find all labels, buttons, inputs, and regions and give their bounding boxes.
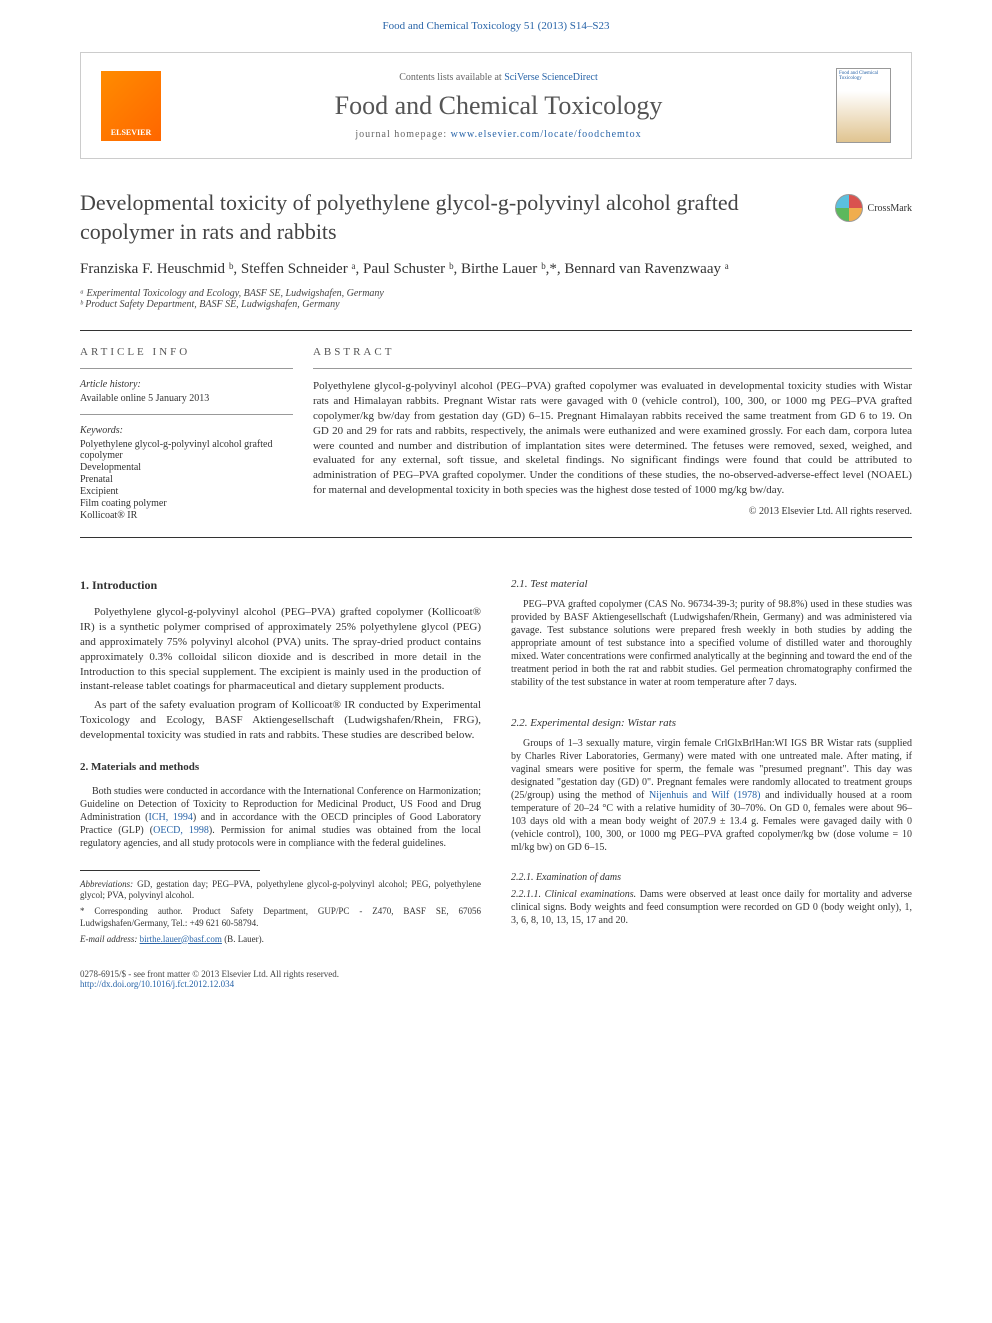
crossmark-badge[interactable]: CrossMark: [835, 194, 912, 222]
email-link[interactable]: birthe.lauer@basf.com: [140, 934, 222, 944]
footnote-email: E-mail address: birthe.lauer@basf.com (B…: [80, 934, 481, 946]
running-header: Food and Chemical Toxicology 51 (2013) S…: [0, 0, 992, 42]
affiliations: ᵃ Experimental Toxicology and Ecology, B…: [80, 288, 912, 310]
methods-para-1: Both studies were conducted in accordanc…: [80, 785, 481, 850]
abstract-heading: ABSTRACT: [313, 346, 912, 358]
banner-center: Contents lists available at SciVerse Sci…: [181, 72, 816, 140]
keyword: Kollicoat® IR: [80, 510, 293, 521]
article-title: Developmental toxicity of polyethylene g…: [80, 189, 912, 246]
keyword: Polyethylene glycol-g-polyvinyl alcohol …: [80, 439, 293, 461]
right-column: 2.1. Test material PEG–PVA grafted copol…: [511, 578, 912, 949]
section-1-title: 1. Introduction: [80, 578, 481, 593]
keyword: Prenatal: [80, 474, 293, 485]
authors: Franziska F. Heuschmid ᵇ, Steffen Schnei…: [80, 261, 912, 278]
intro-para-2: As part of the safety evaluation program…: [80, 698, 481, 743]
footnote-corresponding: * Corresponding author. Product Safety D…: [80, 906, 481, 929]
affiliation-b: ᵇ Product Safety Department, BASF SE, Lu…: [80, 299, 912, 310]
doi-link[interactable]: http://dx.doi.org/10.1016/j.fct.2012.12.…: [80, 979, 234, 989]
s21-para: PEG–PVA grafted copolymer (CAS No. 96734…: [511, 598, 912, 689]
history-line: Available online 5 January 2013: [80, 393, 293, 404]
citation: Food and Chemical Toxicology 51 (2013) S…: [383, 20, 610, 32]
footer-line1: 0278-6915/$ - see front matter © 2013 El…: [80, 969, 912, 979]
elsevier-logo: ELSEVIER: [101, 71, 161, 141]
contents-available: Contents lists available at SciVerse Sci…: [181, 72, 816, 83]
journal-banner: ELSEVIER Contents lists available at Sci…: [80, 52, 912, 159]
keyword: Film coating polymer: [80, 498, 293, 509]
ref-ich-1994[interactable]: ICH, 1994: [149, 812, 193, 823]
footnote-abbrev: Abbreviations: GD, gestation day; PEG–PV…: [80, 879, 481, 902]
s2211-para: 2.2.1.1. Clinical examinations. Dams wer…: [511, 888, 912, 927]
section-21-title: 2.1. Test material: [511, 578, 912, 590]
homepage-line: journal homepage: www.elsevier.com/locat…: [181, 129, 816, 140]
affiliation-a: ᵃ Experimental Toxicology and Ecology, B…: [80, 288, 912, 299]
keyword: Excipient: [80, 486, 293, 497]
footnote-rule: [80, 870, 260, 871]
keywords-list: Polyethylene glycol-g-polyvinyl alcohol …: [80, 439, 293, 521]
section-2211-title: 2.2.1.1. Clinical examinations.: [511, 889, 636, 900]
abstract-block: ABSTRACT Polyethylene glycol-g-polyvinyl…: [313, 346, 912, 522]
page-footer: 0278-6915/$ - see front matter © 2013 El…: [80, 969, 912, 989]
article-info-block: ARTICLE INFO Article history: Available …: [80, 330, 912, 538]
intro-para-1: Polyethylene glycol-g-polyvinyl alcohol …: [80, 605, 481, 694]
article-header: Developmental toxicity of polyethylene g…: [80, 189, 912, 246]
body-columns: 1. Introduction Polyethylene glycol-g-po…: [80, 578, 912, 949]
crossmark-icon: [835, 194, 863, 222]
section-2-title: 2. Materials and methods: [80, 761, 481, 773]
info-heading: ARTICLE INFO: [80, 346, 293, 358]
history-title: Article history:: [80, 379, 293, 390]
article-info-left: ARTICLE INFO Article history: Available …: [80, 346, 313, 522]
section-22-title: 2.2. Experimental design: Wistar rats: [511, 717, 912, 729]
sciencedirect-link[interactable]: SciVerse ScienceDirect: [504, 72, 598, 83]
keyword: Developmental: [80, 462, 293, 473]
ref-oecd-1998[interactable]: OECD, 1998: [153, 825, 209, 836]
s22-para: Groups of 1–3 sexually mature, virgin fe…: [511, 737, 912, 854]
journal-name: Food and Chemical Toxicology: [181, 91, 816, 121]
cover-thumbnail: Food and Chemical Toxicology: [836, 68, 891, 143]
left-column: 1. Introduction Polyethylene glycol-g-po…: [80, 578, 481, 949]
abstract-text: Polyethylene glycol-g-polyvinyl alcohol …: [313, 379, 912, 498]
homepage-link[interactable]: www.elsevier.com/locate/foodchemtox: [451, 129, 642, 140]
abstract-copyright: © 2013 Elsevier Ltd. All rights reserved…: [313, 506, 912, 517]
keywords-title: Keywords:: [80, 425, 293, 436]
ref-nijenhuis-1978[interactable]: Nijenhuis and Wilf (1978): [649, 790, 761, 801]
section-221-title: 2.2.1. Examination of dams: [511, 872, 912, 883]
